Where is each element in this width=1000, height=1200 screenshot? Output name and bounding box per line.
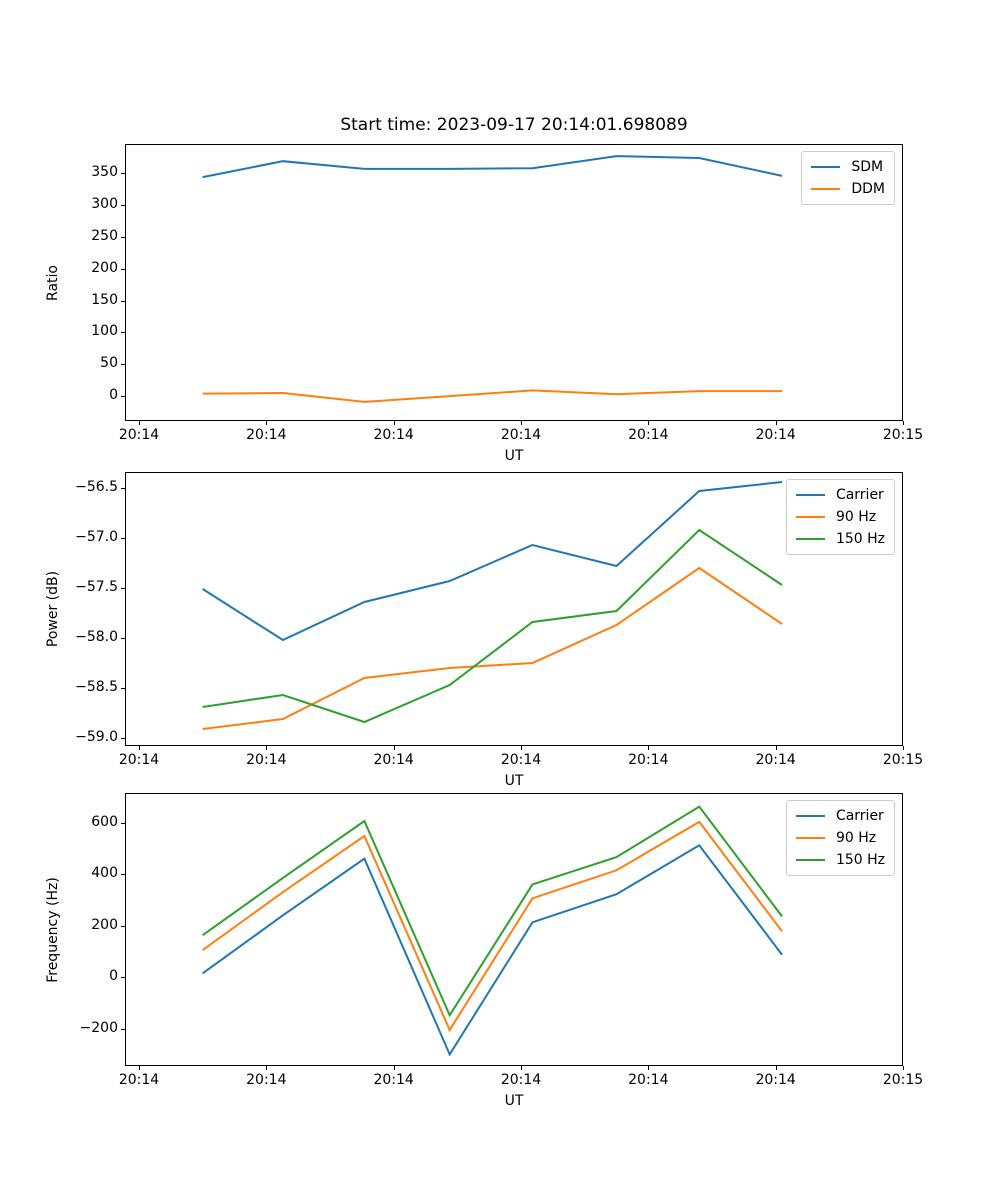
frequency-y-axis-label: Frequency (Hz) xyxy=(45,876,61,983)
x-tick-label: 20:14 xyxy=(500,752,542,768)
legend-entry: Carrier xyxy=(795,808,885,824)
x-tick-label: 20:14 xyxy=(246,752,287,768)
axes-frame xyxy=(125,144,903,421)
legend-entry: 90 Hz xyxy=(795,509,885,525)
axes-frame xyxy=(125,793,903,1066)
axes-frame xyxy=(125,472,903,746)
y-tick-label: −56.5 xyxy=(75,479,118,496)
x-tick-label: 20:14 xyxy=(118,427,160,443)
x-tick-label: 20:14 xyxy=(755,752,796,768)
x-tick-label: 20:14 xyxy=(628,752,669,768)
y-tick-label: −57.0 xyxy=(75,529,118,546)
y-tick-label: −57.5 xyxy=(75,579,118,596)
legend-line-swatch xyxy=(795,837,825,839)
legend-label: DDM xyxy=(851,181,885,197)
y-tick-label: 250 xyxy=(91,228,118,245)
series-line-carrier xyxy=(202,843,783,1057)
x-tick-label: 20:14 xyxy=(373,1072,414,1088)
x-tick-label: 20:14 xyxy=(755,427,796,443)
legend: SDM DDM xyxy=(801,151,895,205)
x-tick-label: 20:14 xyxy=(118,752,160,768)
x-tick-label: 20:14 xyxy=(373,752,414,768)
legend-line-swatch xyxy=(811,166,841,168)
power-x-axis-label: UT xyxy=(504,773,524,789)
legend: Carrier 90 Hz 150 Hz xyxy=(785,800,895,876)
legend-entry: DDM xyxy=(811,181,885,197)
y-tick-label: 100 xyxy=(91,323,118,340)
x-tick-label: 20:14 xyxy=(500,427,542,443)
x-tick-label: 20:14 xyxy=(246,427,287,443)
legend-label: Carrier xyxy=(835,808,884,824)
x-tick-label: 20:15 xyxy=(882,752,924,768)
series-line-150-hz xyxy=(202,528,783,724)
series-line-sdm xyxy=(202,155,783,179)
series-line-150-hz xyxy=(202,805,783,1018)
y-tick-label: −59.0 xyxy=(75,729,118,746)
legend-entry: 150 Hz xyxy=(795,531,885,547)
chart-title: Start time: 2023-09-17 20:14:01.698089 xyxy=(340,115,688,135)
chart-frequency: Frequency (Hz) UT 20:14 20:14 20:14 20:14 20… xyxy=(45,793,923,1109)
y-tick-label: 50 xyxy=(100,355,118,372)
y-tick-label: 150 xyxy=(91,291,118,308)
legend-entry: 150 Hz xyxy=(795,852,885,868)
y-tick-label: 600 xyxy=(91,813,118,830)
x-tick-label: 20:14 xyxy=(755,1072,796,1088)
plot-area xyxy=(121,472,904,750)
legend-label: 90 Hz xyxy=(835,509,877,525)
x-tick-label: 20:14 xyxy=(628,427,669,443)
chart-power: Power (dB) UT 20:14 20:14 20:14 20:14 20:14 2… xyxy=(45,472,923,789)
legend-entry: Carrier xyxy=(795,487,885,503)
x-tick-label: 20:14 xyxy=(118,1072,160,1088)
y-tick-label: 200 xyxy=(91,916,118,933)
legend-line-swatch xyxy=(795,494,825,496)
series-line-90-hz xyxy=(202,820,783,1033)
y-tick-label: 350 xyxy=(91,164,118,181)
y-tick-label: 200 xyxy=(91,259,118,276)
legend-label: SDM xyxy=(851,159,884,175)
y-tick-label: −58.5 xyxy=(75,679,118,696)
legend-line-swatch xyxy=(795,815,825,817)
chart-ratio: Start time: 2023-09-17 20:14:01.698089 R… xyxy=(45,115,923,464)
plot-area xyxy=(121,144,904,425)
legend-label: 90 Hz xyxy=(835,830,877,846)
ratio-x-axis-label: UT xyxy=(504,448,524,464)
power-y-axis-label: Power (dB) xyxy=(45,570,61,648)
series-line-carrier xyxy=(202,481,783,642)
legend-line-swatch xyxy=(795,516,825,518)
y-tick-label: −200 xyxy=(79,1019,118,1036)
y-tick-label: 0 xyxy=(109,387,118,404)
series-line-ddm xyxy=(202,389,783,403)
frequency-x-axis-label: UT xyxy=(504,1093,524,1109)
legend-entry: SDM xyxy=(811,159,885,175)
y-tick-label: −58.0 xyxy=(75,629,118,646)
y-tick-label: 0 xyxy=(109,968,118,985)
legend-entry: 90 Hz xyxy=(795,830,885,846)
legend: Carrier 90 Hz 150 Hz xyxy=(785,479,895,555)
ratio-y-axis-label: Ratio xyxy=(45,264,61,301)
legend-label: Carrier xyxy=(835,487,884,503)
x-tick-label: 20:14 xyxy=(373,427,414,443)
x-tick-label: 20:14 xyxy=(500,1072,542,1088)
legend-line-swatch xyxy=(795,538,825,540)
y-tick-label: 300 xyxy=(91,196,118,213)
legend-line-swatch xyxy=(795,859,825,861)
series-line-90-hz xyxy=(202,566,783,730)
legend-line-swatch xyxy=(811,188,841,190)
legend-label: 150 Hz xyxy=(835,531,885,547)
x-tick-label: 20:15 xyxy=(882,1072,924,1088)
x-tick-label: 20:14 xyxy=(628,1072,669,1088)
x-tick-label: 20:15 xyxy=(882,427,924,443)
legend-label: 150 Hz xyxy=(835,852,885,868)
plot-area xyxy=(121,793,904,1070)
y-tick-label: 400 xyxy=(91,865,118,882)
x-tick-label: 20:14 xyxy=(246,1072,287,1088)
